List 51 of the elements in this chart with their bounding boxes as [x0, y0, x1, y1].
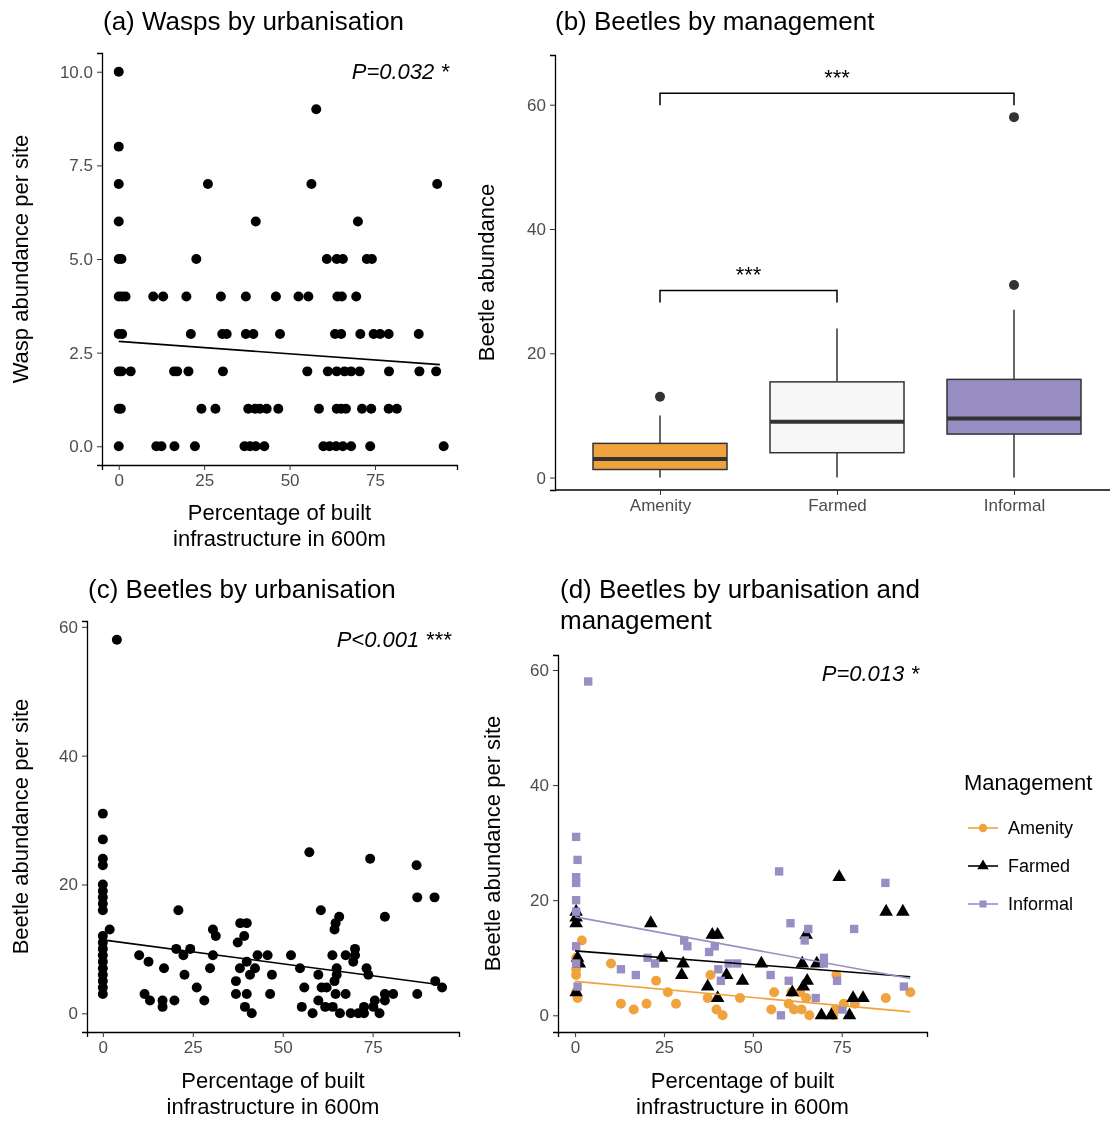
y-tick-label: 0: [539, 1006, 549, 1026]
x-tick-label: 75: [363, 1038, 383, 1058]
x-tick-label: Amenity: [629, 496, 692, 516]
x-tick-label: 75: [832, 1038, 852, 1058]
y-axis-title: Beetle abundance: [474, 183, 499, 362]
chart-title: (a) Wasps by urbanisation: [103, 6, 405, 36]
x-tick-label: 0: [114, 471, 124, 491]
legend-title: Management: [964, 770, 1093, 795]
annotation: ***: [824, 65, 851, 91]
y-tick-label: 60: [59, 617, 78, 637]
x-tick-label: 75: [366, 471, 385, 491]
chart-title: (b) Beetles by management: [555, 6, 876, 36]
y-tick-label: 20: [530, 891, 549, 911]
x-axis-title: Percentage of built infrastructure in 600m: [173, 500, 386, 551]
y-tick-label: 0.0: [69, 437, 93, 457]
y-axis-title: Beetle abundance per site: [8, 698, 33, 955]
legend-label: Farmed: [1008, 856, 1071, 876]
x-tick-label: Informal: [983, 496, 1046, 516]
y-tick-label: 0: [68, 1004, 78, 1024]
y-axis-title: Wasp abundance per site: [8, 134, 33, 384]
y-tick-label: 20: [527, 344, 546, 364]
annotation: P=0.032 *: [351, 59, 451, 84]
x-tick-label: 25: [195, 471, 215, 491]
x-tick-label: Farmed: [808, 496, 867, 516]
legend-label: Amenity: [1008, 818, 1074, 838]
annotation: P=0.013 *: [821, 661, 921, 686]
x-tick-label: 25: [183, 1038, 203, 1058]
x-tick-label: 0: [570, 1038, 581, 1058]
y-tick-label: 40: [59, 746, 78, 766]
x-axis-title: Percentage of built infrastructure in 600m: [636, 1068, 849, 1119]
x-tick-label: 50: [280, 471, 300, 491]
y-tick-label: 40: [527, 219, 546, 239]
legend-label: Informal: [1008, 894, 1074, 914]
y-tick-label: 20: [59, 875, 78, 895]
x-tick-label: 50: [273, 1038, 293, 1058]
y-tick-label: 60: [527, 95, 546, 115]
annotation: P<0.001 ***: [336, 627, 453, 652]
y-axis-title: Beetle abundance per site: [480, 715, 505, 972]
y-tick-label: 2.5: [69, 343, 93, 363]
x-tick-label: 50: [743, 1038, 763, 1058]
chart-title: (c) Beetles by urbanisation: [88, 574, 396, 604]
y-tick-label: 7.5: [69, 156, 93, 176]
x-axis-title: Percentage of built infrastructure in 600m: [166, 1068, 380, 1119]
x-tick-label: 25: [654, 1038, 674, 1058]
y-tick-label: 5.0: [69, 249, 93, 269]
x-tick-label: 0: [98, 1038, 109, 1058]
y-tick-label: 40: [530, 776, 549, 796]
y-tick-label: 60: [530, 660, 549, 680]
y-tick-label: 10.0: [59, 62, 93, 82]
annotation: ***: [735, 262, 762, 288]
chart-title: (d) Beetles by urbanisation and management: [560, 574, 920, 635]
